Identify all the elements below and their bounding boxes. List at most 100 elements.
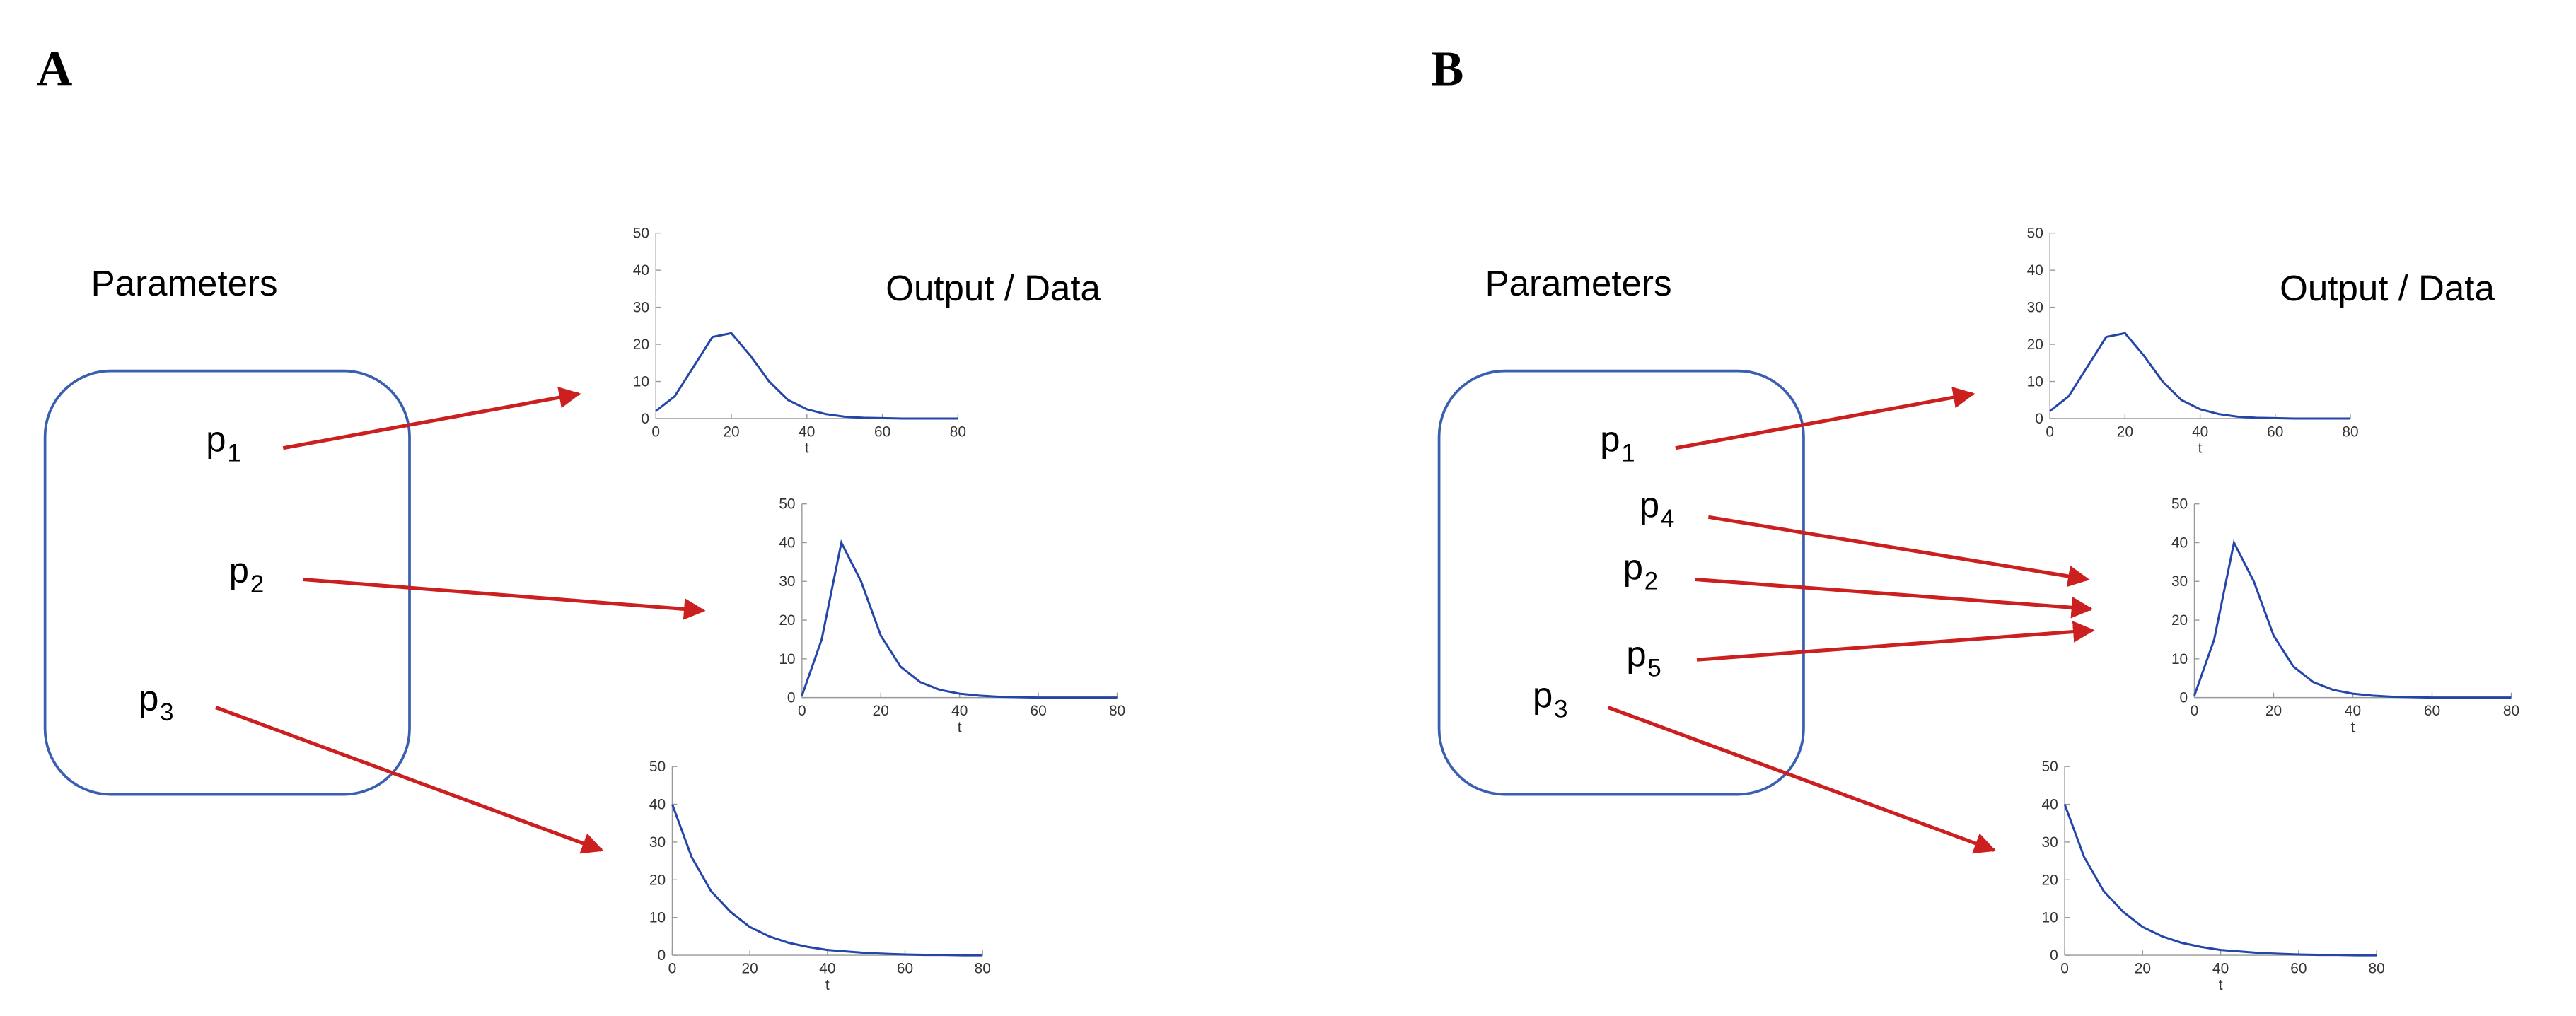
arrow (1695, 577, 2094, 619)
x-tick-label: 40 (2345, 703, 2361, 719)
panel-label: B (1431, 42, 1463, 97)
y-tick-label: 30 (2027, 300, 2043, 316)
param-base: p (1600, 419, 1620, 459)
y-tick-label: 20 (2042, 872, 2058, 888)
y-tick-label: 10 (633, 373, 649, 390)
x-tick-label: 60 (1031, 703, 1047, 719)
x-axis-label: t (805, 440, 809, 457)
y-tick-label: 30 (2171, 573, 2188, 590)
x-tick-label: 80 (2342, 424, 2358, 440)
x-tick-label: 80 (2369, 961, 2385, 977)
x-axis-label: t (958, 719, 962, 735)
curve (671, 804, 983, 957)
y-tick-label: 50 (779, 496, 795, 513)
x-tick-label: 60 (2267, 424, 2283, 440)
output-title: Output / Data (2280, 268, 2495, 308)
param-base: p (206, 419, 226, 459)
arrow (1675, 387, 1975, 450)
y-tick-label: 40 (2027, 262, 2043, 279)
parameter-box (1437, 369, 1805, 796)
y-tick-label: 10 (2042, 910, 2058, 926)
y-tick-label: 0 (658, 947, 666, 964)
y-tick-label: 10 (649, 910, 666, 926)
param-subscript: 2 (250, 571, 264, 598)
param-subscript: 3 (1554, 695, 1567, 723)
y-tick-label: 0 (787, 690, 796, 706)
output-title: Output / Data (886, 268, 1101, 308)
param-subscript: 2 (1644, 567, 1658, 595)
y-tick-label: 40 (649, 796, 666, 812)
param-base: p (1623, 547, 1643, 587)
y-tick-label: 20 (779, 612, 795, 629)
y-tick-label: 40 (2042, 796, 2058, 812)
y-tick-label: 30 (2042, 834, 2058, 851)
y-tick-label: 20 (2171, 612, 2188, 629)
y-tick-label: 50 (649, 759, 666, 775)
x-tick-label: 80 (950, 424, 966, 440)
param-base: p (1533, 675, 1553, 716)
x-tick-label: 0 (2060, 961, 2069, 977)
y-tick-label: 20 (649, 872, 666, 888)
param-base: p (229, 550, 249, 590)
arrow (1696, 621, 2095, 662)
x-tick-label: 80 (2503, 703, 2519, 719)
x-tick-label: 20 (873, 703, 889, 719)
parameters-title: Parameters (1485, 263, 1672, 303)
param-subscript: 4 (1661, 505, 1674, 532)
x-tick-label: 20 (742, 961, 758, 977)
x-tick-label: 80 (975, 961, 991, 977)
parameter-box (43, 369, 411, 796)
x-tick-label: 0 (668, 961, 677, 977)
y-tick-label: 50 (633, 226, 649, 242)
x-tick-label: 60 (2424, 703, 2440, 719)
x-axis-label: t (2198, 440, 2203, 457)
y-tick-label: 30 (649, 834, 666, 851)
x-tick-label: 80 (1109, 703, 1125, 719)
x-tick-label: 20 (2117, 424, 2133, 440)
param-base: p (1640, 484, 1659, 525)
x-tick-label: 60 (2290, 961, 2307, 977)
curve (2049, 332, 2351, 420)
curve (801, 539, 1118, 699)
arrow (215, 706, 604, 854)
x-tick-label: 0 (798, 703, 806, 719)
y-tick-label: 40 (779, 535, 795, 551)
y-tick-label: 50 (2171, 496, 2188, 513)
curve (2063, 804, 2377, 957)
x-tick-label: 60 (874, 424, 890, 440)
curve (655, 332, 958, 420)
x-axis-label: t (2351, 719, 2355, 735)
curve (2193, 539, 2512, 699)
x-tick-label: 40 (951, 703, 968, 719)
y-tick-label: 50 (2027, 226, 2043, 242)
param-subscript: 3 (160, 699, 173, 726)
y-tick-label: 0 (641, 411, 649, 427)
y-tick-label: 10 (2171, 651, 2188, 667)
x-tick-label: 0 (651, 424, 660, 440)
y-tick-label: 50 (2042, 759, 2058, 775)
param-base: p (1626, 634, 1646, 675)
x-tick-label: 40 (819, 961, 835, 977)
x-tick-label: 40 (2192, 424, 2208, 440)
arrow (1707, 515, 2090, 588)
y-tick-label: 10 (2027, 373, 2043, 390)
x-tick-label: 40 (799, 424, 815, 440)
y-tick-label: 0 (2050, 947, 2058, 964)
x-tick-label: 40 (2212, 961, 2229, 977)
y-tick-label: 30 (779, 573, 795, 590)
y-tick-label: 40 (2171, 535, 2188, 551)
x-tick-label: 20 (723, 424, 739, 440)
x-tick-label: 20 (2135, 961, 2151, 977)
y-tick-label: 0 (2035, 411, 2043, 427)
x-tick-label: 60 (897, 961, 913, 977)
panel-label: A (37, 42, 72, 97)
x-tick-label: 0 (2191, 703, 2199, 719)
y-tick-label: 0 (2180, 690, 2188, 706)
param-subscript: 5 (1647, 654, 1661, 682)
arrow (1607, 706, 1997, 854)
x-tick-label: 0 (2046, 424, 2054, 440)
y-tick-label: 20 (633, 337, 649, 353)
param-subscript: 1 (227, 439, 240, 467)
param-subscript: 1 (1621, 439, 1635, 467)
